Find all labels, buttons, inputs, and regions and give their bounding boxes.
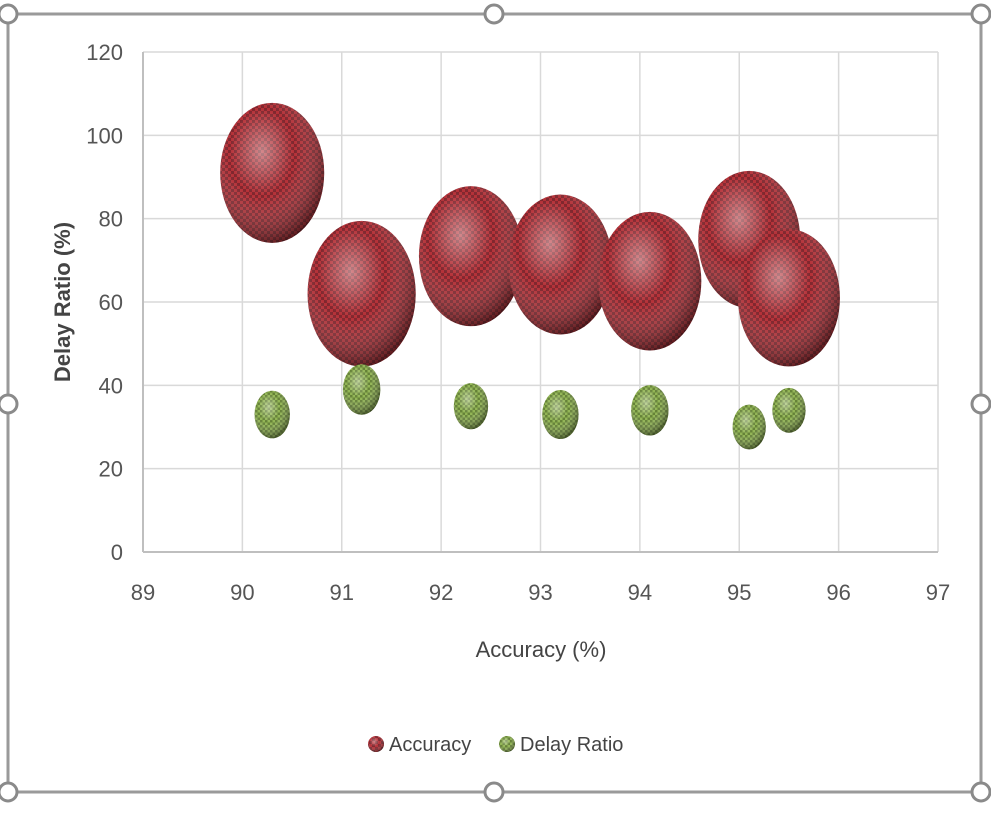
resize-handle-top-right[interactable] bbox=[970, 3, 991, 25]
legend[interactable]: Accuracy Delay Ratio bbox=[368, 734, 623, 756]
y-tick-label: 80 bbox=[99, 207, 123, 232]
bubble-accuracy[interactable] bbox=[307, 220, 416, 367]
x-tick-label: 97 bbox=[926, 580, 950, 605]
x-tick-label: 94 bbox=[628, 580, 652, 605]
bubble-accuracy[interactable] bbox=[508, 194, 613, 335]
bubble-delay-ratio[interactable] bbox=[732, 404, 766, 450]
x-tick-label: 91 bbox=[330, 580, 354, 605]
y-tick-label: 0 bbox=[111, 540, 123, 565]
bubble-delay-ratio[interactable] bbox=[342, 364, 381, 415]
bubble-accuracy[interactable] bbox=[220, 102, 325, 243]
bubble-delay-ratio[interactable] bbox=[772, 387, 806, 433]
resize-handle-bottom-center[interactable] bbox=[483, 781, 505, 803]
bubble-accuracy[interactable] bbox=[737, 229, 840, 367]
chart-selection-frame[interactable] bbox=[0, 3, 991, 803]
resize-handle-top-left[interactable] bbox=[0, 3, 19, 25]
legend-item-delay-ratio[interactable]: Delay Ratio bbox=[499, 734, 623, 756]
x-axis-title: Accuracy (%) bbox=[476, 637, 607, 662]
x-tick-label: 89 bbox=[131, 580, 155, 605]
bubble-delay-ratio[interactable] bbox=[453, 383, 489, 430]
x-tick-label: 95 bbox=[727, 580, 751, 605]
legend-item-accuracy[interactable]: Accuracy bbox=[368, 734, 471, 756]
legend-label-delay-ratio: Delay Ratio bbox=[520, 734, 623, 756]
bubble-delay-ratio[interactable] bbox=[542, 390, 579, 439]
bubble-delay-ratio[interactable] bbox=[254, 390, 290, 439]
bubble-accuracy[interactable] bbox=[418, 186, 523, 327]
x-tick-label: 96 bbox=[826, 580, 850, 605]
resize-handle-bottom-left[interactable] bbox=[0, 781, 19, 803]
y-tick-label: 120 bbox=[86, 40, 123, 65]
x-tick-label: 92 bbox=[429, 580, 453, 605]
y-axis-title: Delay Ratio (%) bbox=[50, 222, 75, 382]
axes: 0 20 40 60 80 100 120 89 90 91 92 93 94 95 96 97 bbox=[86, 40, 950, 605]
legend-label-accuracy: Accuracy bbox=[389, 734, 471, 756]
x-tick-label: 90 bbox=[230, 580, 254, 605]
bubble-accuracy[interactable] bbox=[598, 211, 702, 351]
y-tick-label: 60 bbox=[99, 290, 123, 315]
resize-handle-middle-left[interactable] bbox=[0, 393, 19, 415]
y-tick-label: 100 bbox=[86, 123, 123, 148]
y-tick-label: 40 bbox=[99, 373, 123, 398]
y-tick-label: 20 bbox=[99, 457, 123, 482]
x-tick-label: 93 bbox=[528, 580, 552, 605]
bubble-delay-ratio[interactable] bbox=[631, 385, 669, 436]
plot-area bbox=[220, 102, 840, 450]
resize-handle-bottom-right[interactable] bbox=[970, 781, 991, 803]
resize-handle-top-center[interactable] bbox=[483, 3, 505, 25]
resize-handle-middle-right[interactable] bbox=[970, 393, 991, 415]
